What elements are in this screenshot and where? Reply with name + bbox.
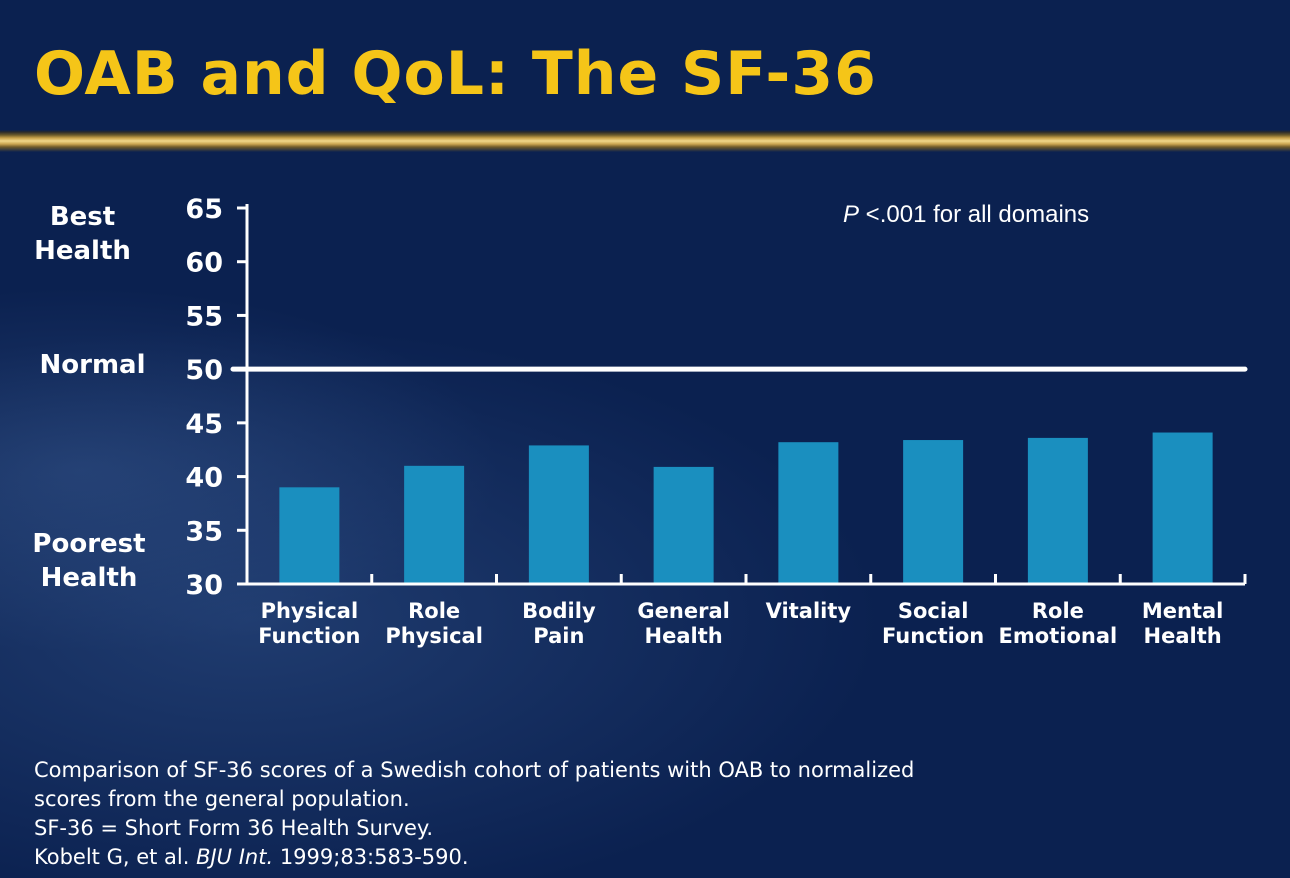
category-label-line: Mental	[1142, 599, 1224, 623]
y-tick-label-30: 30	[185, 570, 223, 601]
category-label-1: Role Physical	[385, 599, 483, 648]
category-label-2: Bodily Pain	[522, 599, 596, 648]
category-label-line: Role	[1032, 599, 1084, 623]
category-label-line: Emotional	[999, 624, 1118, 648]
category-label-5: Social Function	[882, 599, 984, 648]
bar-1	[404, 465, 465, 584]
y-tick-label-50: 50	[185, 355, 223, 386]
footnote-line-1: Comparison of SF-36 scores of a Swedish …	[34, 758, 915, 782]
citation-authors: Kobelt G, et al.	[34, 845, 197, 869]
footnote-line-3: SF-36 = Short Form 36 Health Survey.	[34, 816, 434, 840]
category-label-line: Bodily	[522, 599, 596, 623]
poorest-health-label: Poorest Health	[32, 529, 146, 593]
category-label-line: Physical	[261, 599, 359, 623]
bar-2	[528, 445, 589, 584]
p-letter: P	[843, 201, 860, 228]
bar-7	[1152, 432, 1213, 584]
y-tick-label-60: 60	[185, 248, 223, 279]
normal-label: Normal	[39, 350, 146, 380]
bar-3	[653, 466, 714, 584]
footnote: Comparison of SF-36 scores of a Swedish …	[34, 756, 1134, 872]
citation-journal: BJU Int.	[196, 845, 274, 869]
y-tick-label-45: 45	[185, 409, 223, 440]
footnote-citation: Kobelt G, et al. BJU Int. 1999;83:583-59…	[34, 843, 1134, 872]
category-label-6: Role Emotional	[999, 599, 1118, 648]
category-label-line: Vitality	[766, 599, 852, 623]
category-label-line: Pain	[533, 624, 584, 648]
category-label-4: Vitality	[766, 599, 852, 623]
category-label-line: Health	[645, 624, 723, 648]
category-label-line: Health	[1144, 624, 1222, 648]
bar-6	[1027, 437, 1088, 584]
best-health-label: Best Health	[34, 202, 131, 266]
category-label-7: Mental Health	[1142, 599, 1224, 648]
category-label-line: Role	[408, 599, 460, 623]
citation-details: 1999;83:583-590.	[273, 845, 469, 869]
category-label-0: Physical Function	[258, 599, 360, 648]
category-label-3: General Health	[637, 599, 729, 648]
y-tick-label-55: 55	[185, 301, 223, 332]
y-tick-label-40: 40	[185, 463, 223, 494]
slide-title: OAB and QoL: The SF-36	[34, 39, 877, 109]
title-divider	[0, 130, 1290, 152]
category-label-line: General	[637, 599, 729, 623]
p-value-annotation: P <.001 for all domains	[843, 201, 1089, 229]
category-label-line: Function	[258, 624, 360, 648]
footnote-line-2: scores from the general population.	[34, 787, 410, 811]
p-value-text: <.001 for all domains	[859, 201, 1090, 228]
y-tick-label-35: 35	[185, 516, 223, 547]
bar-0	[279, 487, 340, 584]
bar-5	[903, 440, 964, 584]
bar-4	[778, 442, 839, 584]
y-tick-label-65: 65	[185, 194, 223, 225]
category-label-line: Social	[898, 599, 969, 623]
category-label-line: Function	[882, 624, 984, 648]
category-label-line: Physical	[385, 624, 483, 648]
